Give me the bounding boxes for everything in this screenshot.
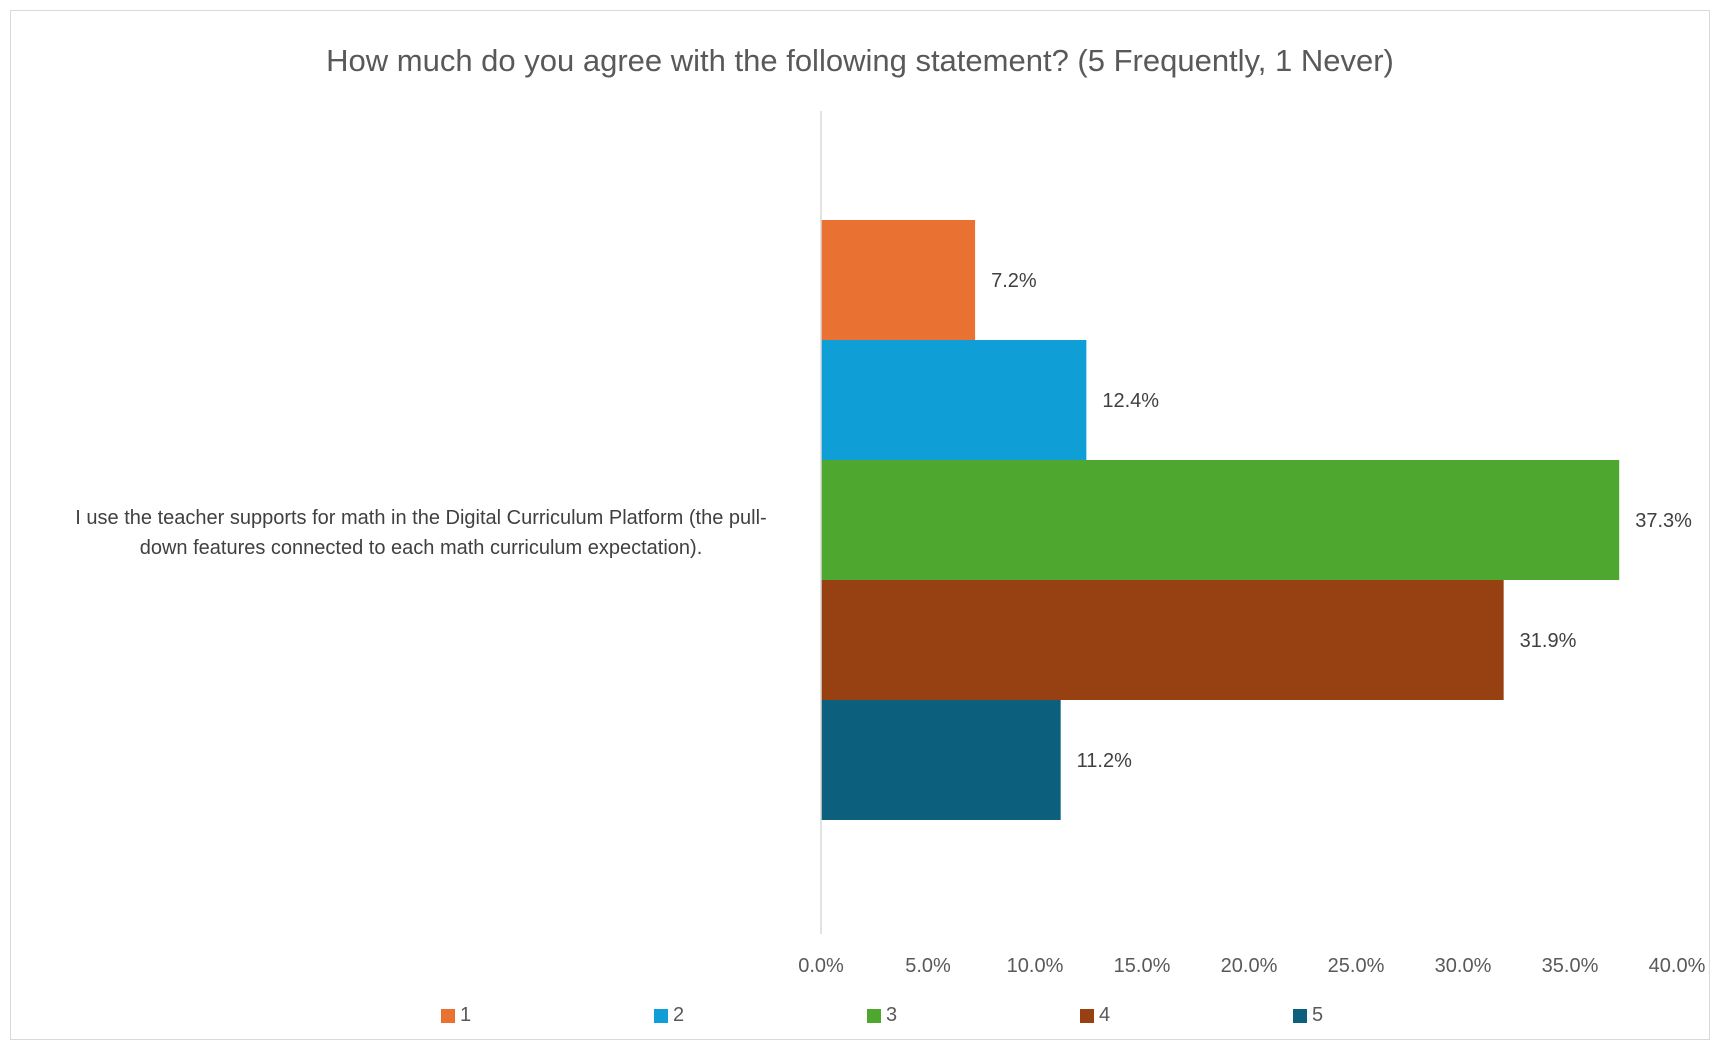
chart-frame: How much do you agree with the following…	[10, 10, 1710, 1040]
legend-label: 5	[1312, 1004, 1324, 1026]
legend-swatch	[867, 1008, 881, 1023]
bar-series-4	[821, 580, 1504, 700]
legend-label: 1	[460, 1004, 472, 1026]
x-tick-label: 35.0%	[1542, 955, 1599, 977]
bar-series-5	[821, 700, 1061, 820]
legend-swatch	[1080, 1008, 1094, 1023]
x-tick-label: 40.0%	[1649, 955, 1706, 977]
data-label-series-5: 11.2%	[1077, 750, 1132, 772]
category-label: I use the teacher supports for math in t…	[31, 503, 811, 563]
bar-series-2	[821, 340, 1087, 460]
legend-label: 2	[673, 1004, 685, 1026]
x-tick-label: 25.0%	[1328, 955, 1385, 977]
category-label-line-1: I use the teacher supports for math in t…	[75, 507, 767, 529]
legend: 1 2 3 4 5	[11, 1004, 1709, 1034]
legend-item-1: 1	[441, 1004, 471, 1027]
legend-label: 4	[1099, 1004, 1111, 1026]
x-tick-label: 20.0%	[1221, 955, 1278, 977]
bar-series-1	[821, 220, 976, 340]
legend-swatch	[441, 1008, 455, 1023]
data-label-series-2: 12.4%	[1102, 390, 1159, 412]
data-label-series-3: 37.3%	[1635, 510, 1692, 532]
data-label-series-4: 31.9%	[1520, 630, 1577, 652]
chart-title: How much do you agree with the following…	[326, 43, 1394, 78]
x-tick-label: 15.0%	[1114, 955, 1171, 977]
x-tick-label: 30.0%	[1435, 955, 1492, 977]
category-label-line-2: down features connected to each math cur…	[139, 537, 703, 559]
legend-item-4: 4	[1080, 1004, 1110, 1027]
bar-series-3	[821, 460, 1620, 580]
legend-swatch	[654, 1008, 668, 1023]
legend-item-2: 2	[654, 1004, 684, 1027]
x-tick-label: 10.0%	[1007, 955, 1064, 977]
plot-area: 7.2% 12.4% 37.3% 31.9% 11.2% 0.0% 5.0% 10.0% 15.…	[798, 111, 1706, 977]
legend-item-5: 5	[1293, 1004, 1323, 1027]
data-label-series-1: 7.2%	[991, 270, 1037, 292]
x-tick-label: 0.0%	[798, 955, 844, 977]
x-tick-label: 5.0%	[905, 955, 951, 977]
legend-label: 3	[886, 1004, 898, 1026]
legend-item-3: 3	[867, 1004, 897, 1027]
legend-swatch	[1293, 1008, 1307, 1023]
